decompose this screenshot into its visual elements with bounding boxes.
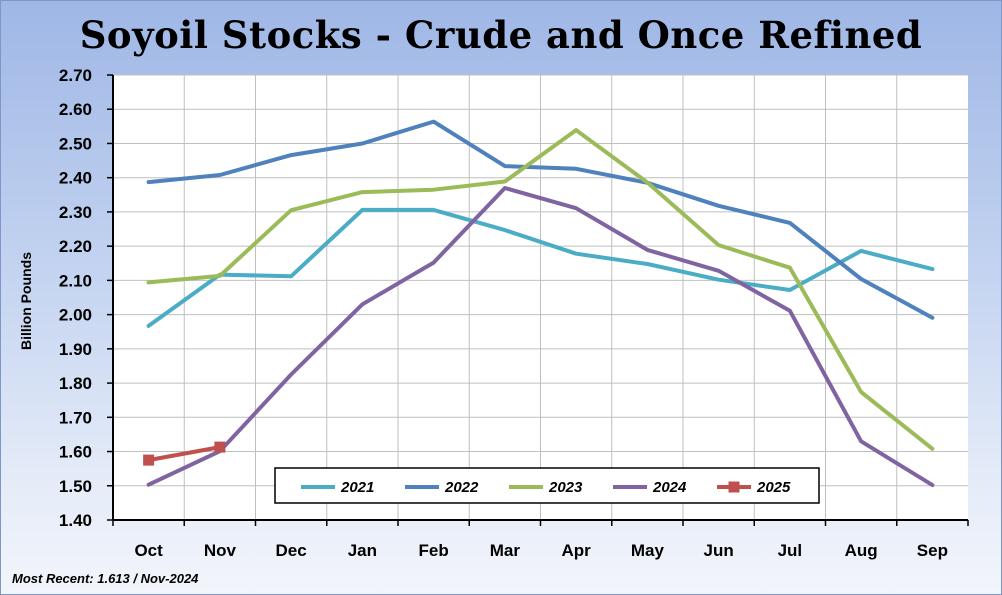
x-tick-label: Oct <box>134 541 163 560</box>
series-line-2025 <box>146 445 222 463</box>
y-tick-label: 2.10 <box>59 271 92 290</box>
y-tick-label: 2.70 <box>59 66 92 85</box>
y-tick-label: 1.40 <box>59 511 92 530</box>
x-tick-label: Jan <box>348 541 377 560</box>
chart-title: Soyoil Stocks - Crude and Once Refined <box>79 13 923 57</box>
y-axis-label: Billion Pounds <box>18 252 34 350</box>
x-tick-label: Jun <box>704 541 734 560</box>
series-line-2022 <box>146 119 935 320</box>
x-tick-label: Feb <box>419 541 449 560</box>
legend-marker-2025 <box>728 481 740 493</box>
axes: 1.40 1.50 1.60 1.70 1.80 1.90 2.00 2.10 2.20 2.30… <box>59 66 969 560</box>
y-tick-label: 1.50 <box>59 477 92 496</box>
x-tick-label: Sep <box>917 541 948 560</box>
y-tick-label: 2.50 <box>59 134 92 153</box>
series-line-2024 <box>146 186 935 488</box>
x-tick-label: Jul <box>778 541 803 560</box>
y-tick-label: 2.00 <box>59 306 92 325</box>
x-tick-label: Aug <box>845 541 878 560</box>
series-line-2023 <box>146 128 935 451</box>
series-line-2021 <box>146 207 935 328</box>
x-tick-label: Nov <box>204 541 237 560</box>
series-lines <box>143 119 935 488</box>
legend-label-2021: 2021 <box>340 479 374 496</box>
y-tick-label: 1.90 <box>59 340 92 359</box>
x-tick-label: Dec <box>276 541 307 560</box>
y-tick-label: 2.60 <box>59 100 92 119</box>
y-tick-label: 1.70 <box>59 408 92 427</box>
grid-lines <box>113 74 968 520</box>
y-tick-label: 1.60 <box>59 443 92 462</box>
y-tick-label: 2.20 <box>59 237 92 256</box>
legend-label-2023: 2023 <box>548 479 583 496</box>
legend-label-2022: 2022 <box>444 479 479 496</box>
x-tick-label: Apr <box>561 541 591 560</box>
series-marker-2025 <box>143 454 155 466</box>
y-tick-label: 2.30 <box>59 203 92 222</box>
legend-label-2025: 2025 <box>756 479 791 496</box>
x-tick-label: Mar <box>490 541 521 560</box>
y-tick-label: 2.40 <box>59 169 92 188</box>
legend-label-2024: 2024 <box>652 479 687 496</box>
legend: 2021 2022 2023 2024 2025 <box>274 467 820 504</box>
y-tick-label: 1.80 <box>59 374 92 393</box>
series-marker-2025 <box>214 441 226 453</box>
most-recent-note: Most Recent: 1.613 / Nov-2024 <box>12 571 199 586</box>
x-tick-label: May <box>631 541 665 560</box>
